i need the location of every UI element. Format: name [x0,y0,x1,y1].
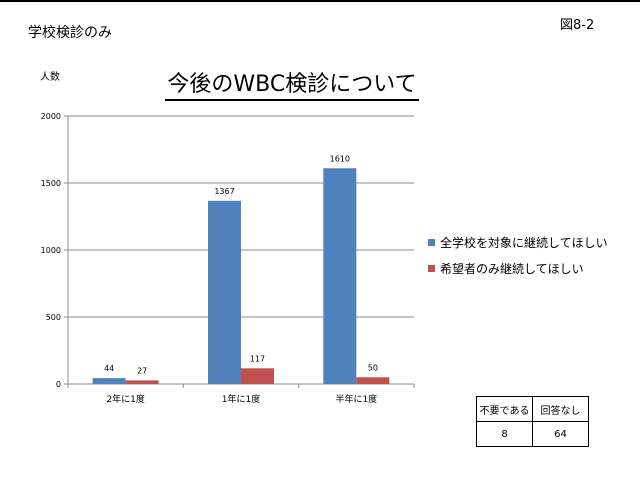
y-tick-label: 2000 [41,112,61,121]
y-axis-label: 人数 [40,72,60,83]
slide-subtitle: 学校検診のみ [28,25,112,41]
legend-swatch-series-1 [428,238,435,246]
supplementary-table-value-row: 8 64 [476,421,589,447]
y-tick-label: 1000 [41,246,61,255]
legend-swatch-series-2 [428,264,435,272]
x-tick-label: 2年に1度 [106,393,144,405]
legend-label-series-2: 希望者のみ継続してほしい [440,261,584,276]
figure-label: 図8-2 [560,18,595,33]
value-not-needed: 8 [476,421,533,447]
header-not-needed: 不要である [476,396,533,422]
bar [356,377,390,384]
supplementary-table-header-row: 不要である 回答なし [476,396,589,422]
top-rule [0,0,640,2]
data-label: 50 [368,363,378,372]
data-label: 27 [137,366,147,375]
chart-title: 今後のWBC検診について [165,66,419,101]
bar [208,200,241,384]
data-label: 1367 [214,187,234,196]
bar [92,378,126,384]
data-label: 44 [104,364,114,373]
bar [125,380,159,384]
data-label: 1610 [330,154,350,163]
header-no-answer: 回答なし [532,396,589,422]
bar [241,368,274,384]
legend-item-series-2: 希望者のみ継続してほしい [428,258,608,278]
y-tick-label: 0 [56,380,61,389]
legend-label-series-1: 全学校を対象に継続してほしい [440,235,608,250]
x-tick-label: 1年に1度 [222,393,260,405]
legend-item-series-1: 全学校を対象に継続してほしい [428,232,608,252]
y-tick-label: 1500 [41,179,61,188]
chart-title-wrap: 今後のWBC検診について [0,66,570,101]
value-no-answer: 64 [532,421,589,447]
x-tick-label: 半年に1度 [335,393,377,405]
supplementary-table: 不要である 回答なし 8 64 [476,396,589,447]
data-label: 117 [250,354,265,363]
y-tick-label: 500 [46,313,61,322]
legend: 全学校を対象に継続してほしい 希望者のみ継続してほしい [428,232,608,284]
bar [323,168,357,384]
